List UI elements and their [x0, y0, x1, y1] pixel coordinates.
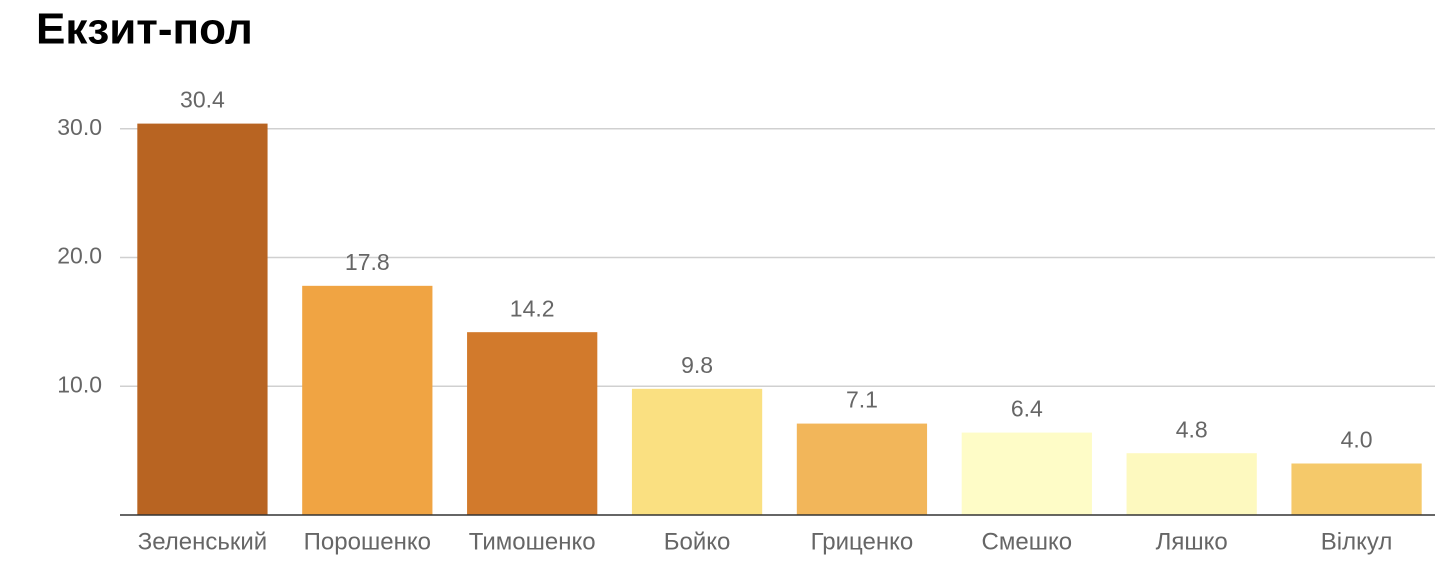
bar [1126, 453, 1257, 515]
value-label: 4.0 [1341, 427, 1373, 453]
y-tick-label: 10.0 [57, 371, 102, 397]
value-label: 14.2 [510, 295, 555, 321]
x-tick-label: Ляшко [1156, 528, 1228, 555]
value-label: 4.8 [1176, 416, 1208, 442]
y-tick-label: 30.0 [57, 114, 102, 140]
value-label: 7.1 [846, 387, 878, 413]
bar [137, 123, 268, 515]
bar [1291, 463, 1422, 515]
x-tick-label: Вілкул [1321, 528, 1393, 555]
y-tick-label: 20.0 [57, 243, 102, 269]
value-label: 30.4 [180, 87, 225, 113]
x-tick-label: Зеленський [138, 528, 267, 555]
bar [631, 388, 763, 515]
bar [961, 432, 1092, 515]
value-label: 9.8 [681, 352, 713, 378]
x-tick-label: Гриценко [811, 528, 914, 555]
value-label: 17.8 [345, 249, 390, 275]
x-tick-label: Смешко [982, 528, 1073, 555]
bar [796, 423, 928, 515]
x-tick-label: Тимошенко [469, 528, 596, 555]
x-tick-label: Порошенко [304, 528, 431, 555]
x-tick-label: Бойко [664, 528, 731, 555]
value-label: 6.4 [1011, 396, 1043, 422]
chart-title: Екзит-пол [36, 5, 253, 54]
bar [467, 332, 598, 515]
bar [302, 285, 433, 515]
